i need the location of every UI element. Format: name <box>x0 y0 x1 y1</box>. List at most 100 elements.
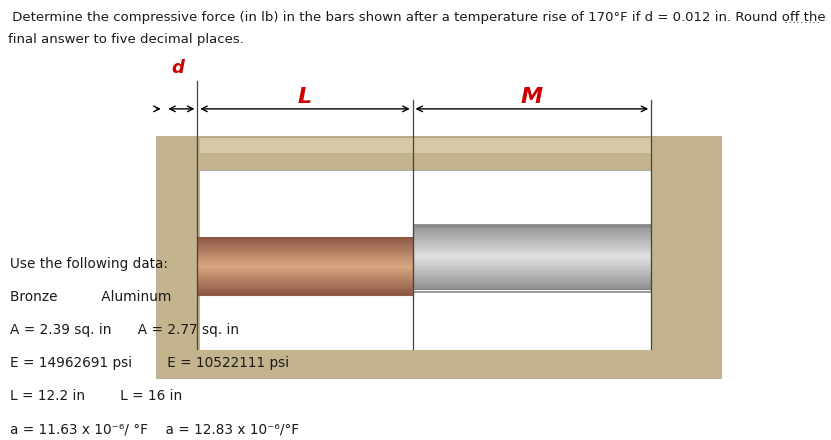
Bar <box>198 253 412 255</box>
Text: A = 2.39 sq. in      A = 2.77 sq. in: A = 2.39 sq. in A = 2.77 sq. in <box>10 323 239 337</box>
Bar <box>198 254 412 256</box>
Bar <box>198 258 412 260</box>
Bar <box>412 245 652 247</box>
Text: E = 14962691 psi        E = 10522111 psi: E = 14962691 psi E = 10522111 psi <box>10 356 289 370</box>
Bar <box>412 263 652 265</box>
Bar <box>198 261 412 263</box>
Bar <box>156 137 721 378</box>
Bar <box>412 266 652 268</box>
Bar <box>198 282 412 285</box>
Bar <box>412 251 652 253</box>
Bar <box>198 278 412 280</box>
Bar <box>198 255 412 257</box>
Bar <box>198 251 412 253</box>
Bar <box>412 242 652 244</box>
Bar <box>412 261 652 263</box>
Bar <box>198 284 412 286</box>
Bar <box>198 248 412 250</box>
Bar <box>412 279 652 281</box>
Bar <box>198 239 412 295</box>
Bar <box>198 257 412 259</box>
Bar <box>198 275 412 278</box>
Text: a = 11.63 x 10⁻⁶/ °F    a = 12.83 x 10⁻⁶/°F: a = 11.63 x 10⁻⁶/ °F a = 12.83 x 10⁻⁶/°F <box>10 422 299 436</box>
Bar <box>412 233 652 236</box>
Bar <box>198 263 412 264</box>
Bar <box>198 287 412 289</box>
Bar <box>412 274 652 276</box>
Bar <box>198 264 412 266</box>
Bar <box>198 237 412 239</box>
Bar <box>412 275 652 278</box>
Bar <box>412 243 652 246</box>
Bar <box>412 277 652 279</box>
Bar <box>198 154 652 170</box>
Bar <box>412 227 652 229</box>
Bar <box>198 241 412 243</box>
Bar <box>412 283 652 286</box>
Bar <box>156 137 200 378</box>
Bar <box>198 274 412 276</box>
Bar <box>412 259 652 261</box>
Bar <box>412 272 652 275</box>
Bar <box>198 267 412 269</box>
Bar <box>412 253 652 255</box>
Bar <box>198 290 412 292</box>
Text: Determine the compressive force (in lb) in the bars shown after a temperature ri: Determine the compressive force (in lb) … <box>8 11 826 24</box>
Bar <box>198 268 412 270</box>
Text: d: d <box>172 59 184 77</box>
Bar <box>198 293 412 295</box>
Bar <box>198 249 412 252</box>
Bar <box>412 268 652 270</box>
Bar <box>198 281 412 283</box>
Bar <box>198 280 412 282</box>
Bar <box>412 230 652 232</box>
Bar <box>412 237 652 239</box>
Bar <box>198 272 412 275</box>
Bar <box>198 242 412 245</box>
Bar <box>412 248 652 250</box>
Bar <box>412 282 652 284</box>
Bar <box>198 247 412 249</box>
Text: ………: ……… <box>784 13 821 26</box>
Bar <box>412 249 652 252</box>
Bar <box>412 235 652 237</box>
Bar <box>412 256 652 258</box>
Bar <box>198 277 412 279</box>
Bar <box>412 285 652 287</box>
Bar <box>198 288 412 290</box>
Bar <box>412 226 652 289</box>
Text: L = 12.2 in        L = 16 in: L = 12.2 in L = 16 in <box>10 389 182 403</box>
Text: Bronze          Aluminum: Bronze Aluminum <box>10 290 171 304</box>
Bar <box>412 269 652 271</box>
Bar <box>652 137 721 378</box>
Bar <box>198 244 412 246</box>
Bar <box>412 224 652 226</box>
Bar <box>198 238 412 240</box>
Bar <box>412 240 652 242</box>
Text: Use the following data:: Use the following data: <box>10 257 168 271</box>
Bar <box>412 280 652 282</box>
Text: M: M <box>521 87 543 107</box>
Text: final answer to five decimal places.: final answer to five decimal places. <box>8 33 244 46</box>
Bar <box>412 228 652 231</box>
Bar <box>198 240 412 242</box>
Bar <box>198 271 412 273</box>
Bar <box>198 350 652 378</box>
Bar <box>412 238 652 241</box>
Bar <box>198 260 412 262</box>
Bar <box>412 254 652 257</box>
Bar <box>412 246 652 249</box>
Bar <box>412 271 652 273</box>
Bar <box>412 232 652 234</box>
Bar <box>198 246 412 247</box>
Bar <box>412 264 652 266</box>
Bar <box>412 257 652 260</box>
Bar <box>412 225 652 227</box>
Bar <box>198 270 412 272</box>
Bar <box>198 170 677 350</box>
Text: L: L <box>298 87 312 107</box>
Bar <box>198 291 412 293</box>
Bar <box>198 286 412 287</box>
Bar <box>412 287 652 289</box>
Bar <box>198 265 412 268</box>
